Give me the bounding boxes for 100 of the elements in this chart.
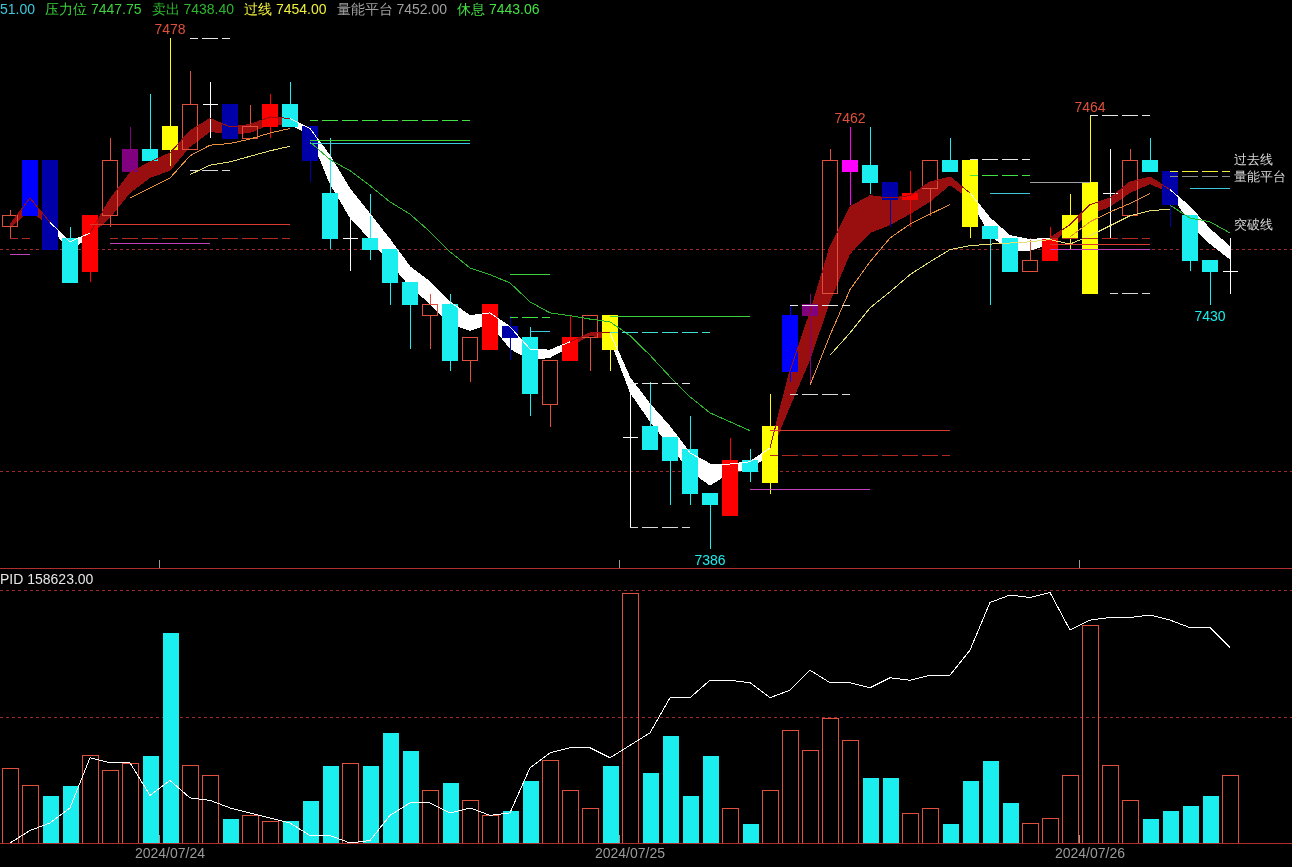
bar bbox=[402, 750, 419, 843]
x-tick-label: 2024/07/26 bbox=[1054, 845, 1126, 861]
bar bbox=[822, 717, 839, 844]
candlestick bbox=[662, 437, 678, 506]
bar bbox=[662, 735, 679, 843]
bar bbox=[362, 765, 379, 843]
candlestick bbox=[1082, 115, 1098, 294]
bar bbox=[482, 815, 499, 844]
candlestick bbox=[142, 93, 158, 161]
bar bbox=[1062, 775, 1079, 844]
bar bbox=[182, 765, 199, 844]
bar bbox=[1082, 625, 1099, 844]
candlestick bbox=[542, 359, 558, 428]
candlestick bbox=[1002, 237, 1018, 272]
bar bbox=[282, 821, 299, 843]
x-tick-label: 2024/07/25 bbox=[594, 845, 666, 861]
text: 量能平台 7452.00 bbox=[336, 1, 448, 17]
bar bbox=[1222, 775, 1239, 844]
bar bbox=[682, 795, 699, 843]
candlestick bbox=[362, 193, 378, 261]
bar bbox=[162, 633, 179, 843]
bar bbox=[82, 755, 99, 844]
candlestick bbox=[882, 181, 898, 228]
candlestick bbox=[62, 226, 78, 283]
candlestick bbox=[722, 437, 738, 517]
candlestick bbox=[82, 215, 98, 283]
candlestick bbox=[522, 326, 538, 417]
candlestick bbox=[1022, 237, 1038, 272]
candlestick bbox=[642, 381, 658, 450]
bar bbox=[782, 730, 799, 844]
candlestick bbox=[462, 337, 478, 383]
bar bbox=[962, 780, 979, 843]
bar bbox=[442, 783, 459, 843]
bar bbox=[322, 765, 339, 843]
bar bbox=[982, 760, 999, 843]
bar bbox=[742, 823, 759, 843]
bar bbox=[2, 767, 19, 844]
candlestick bbox=[782, 304, 798, 383]
bar bbox=[582, 807, 599, 844]
candlestick bbox=[502, 315, 518, 361]
candlestick bbox=[842, 126, 858, 206]
text: 51.00 bbox=[0, 1, 36, 17]
candlestick bbox=[862, 126, 878, 194]
bar bbox=[842, 740, 859, 844]
candlestick bbox=[262, 93, 278, 139]
candlestick bbox=[282, 81, 298, 128]
candlestick bbox=[1142, 137, 1158, 172]
bar bbox=[122, 762, 139, 844]
annotation: 过去线 bbox=[1234, 152, 1273, 167]
text: 7464 bbox=[1074, 98, 1106, 115]
text: 压力位 7447.75 bbox=[45, 1, 142, 17]
bar bbox=[1002, 803, 1019, 843]
bar bbox=[562, 790, 579, 844]
bar bbox=[242, 815, 259, 844]
candlestick bbox=[242, 104, 258, 139]
candlestick bbox=[562, 315, 578, 361]
candlestick bbox=[1122, 148, 1138, 217]
chart-title: PID 158623.00 bbox=[0, 571, 94, 587]
bar bbox=[942, 823, 959, 843]
bar bbox=[1102, 765, 1119, 844]
candlestick bbox=[942, 137, 958, 172]
text: 7478 bbox=[154, 21, 186, 37]
bar bbox=[42, 795, 59, 843]
bar bbox=[262, 820, 279, 844]
bar bbox=[542, 760, 559, 844]
candlestick bbox=[982, 226, 998, 306]
bar bbox=[1162, 810, 1179, 843]
candlestick bbox=[162, 37, 178, 167]
bar bbox=[642, 773, 659, 843]
candlestick bbox=[582, 315, 598, 372]
candlestick bbox=[422, 293, 438, 350]
x-tick-label: 2024/07/24 bbox=[134, 845, 206, 861]
candlestick bbox=[2, 209, 18, 239]
candlestick bbox=[102, 137, 118, 228]
bar bbox=[422, 790, 439, 844]
candlestick bbox=[442, 293, 458, 372]
candlestick bbox=[42, 159, 58, 250]
bar bbox=[602, 765, 619, 843]
text: 休息 7443.06 bbox=[457, 1, 540, 17]
candlestick bbox=[962, 159, 978, 239]
bar bbox=[922, 807, 939, 844]
bar bbox=[902, 812, 919, 844]
bar bbox=[622, 592, 639, 844]
candlestick bbox=[202, 81, 218, 139]
bar bbox=[102, 770, 119, 844]
bar bbox=[722, 807, 739, 844]
candlestick bbox=[182, 70, 198, 150]
bar bbox=[802, 750, 819, 844]
candlestick bbox=[382, 248, 398, 306]
candlestick bbox=[1102, 148, 1118, 239]
bar bbox=[202, 775, 219, 844]
bar bbox=[462, 800, 479, 844]
bar bbox=[862, 778, 879, 843]
text: 7386 bbox=[694, 552, 726, 568]
candlestick bbox=[1182, 215, 1198, 272]
annotation: 突破线 bbox=[1234, 217, 1273, 232]
bar bbox=[1042, 818, 1059, 844]
candlestick bbox=[402, 281, 418, 350]
candlestick bbox=[122, 126, 138, 172]
bar bbox=[302, 800, 319, 843]
